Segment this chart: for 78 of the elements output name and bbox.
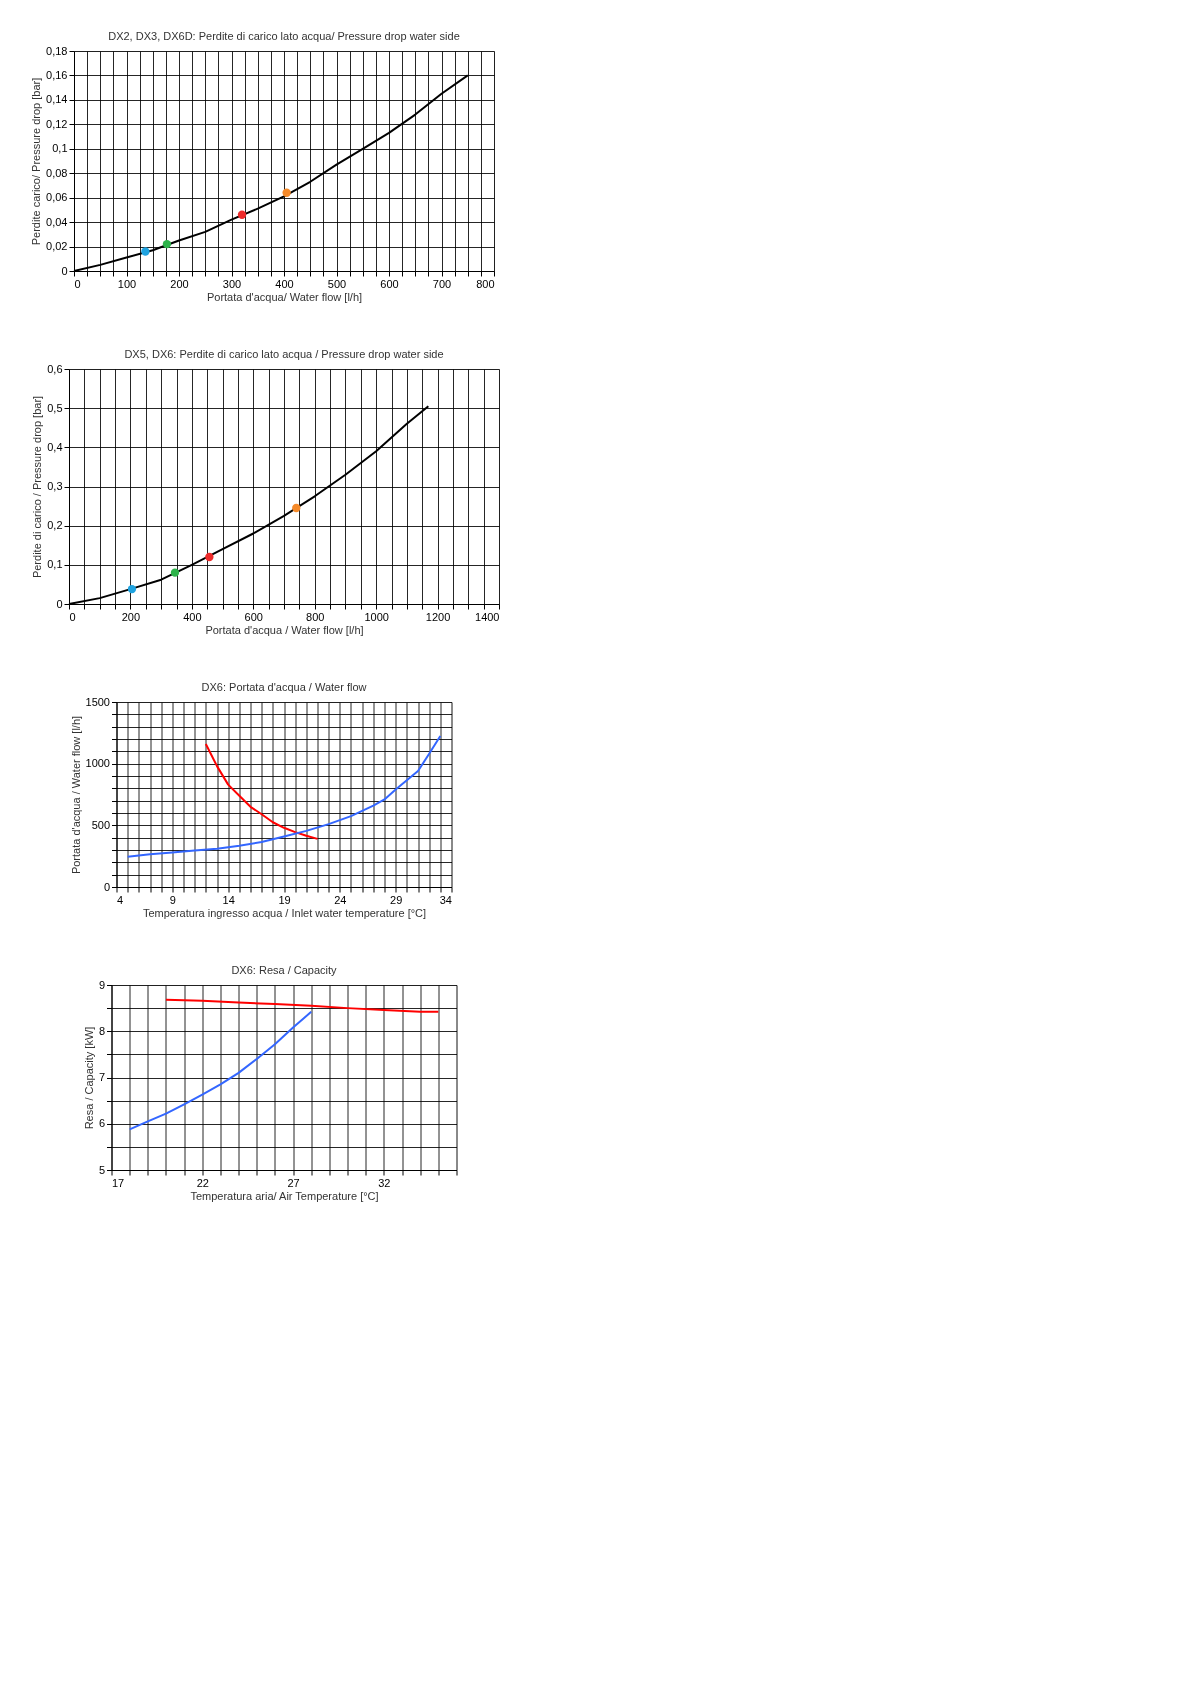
x-tick-label: 14 <box>222 893 235 906</box>
point <box>205 552 214 562</box>
x-tick-label: 200 <box>121 610 141 623</box>
x-tick-label: 1400 <box>475 610 500 623</box>
x-tick-label: 1200 <box>425 610 451 623</box>
x-axis-title: Temperatura aria/ Air Temperature [°C] <box>190 1189 379 1202</box>
y-axis-title: Resa / Capacity [kW] <box>82 1026 95 1130</box>
y-tick-label: 0,4 <box>47 440 63 453</box>
x-tick-label: 500 <box>327 277 347 290</box>
point <box>282 188 291 197</box>
y-tick-label: 0,18 <box>46 44 68 57</box>
y-tick-label: 0 <box>61 264 68 277</box>
y-tick-label: 0,3 <box>47 480 63 492</box>
point <box>170 568 180 577</box>
point <box>127 584 137 594</box>
x-tick-label: 600 <box>380 277 399 290</box>
chart-title: DX2, DX3, DX6D: Perdite di carico lato acqua/ Pressure drop water side <box>108 30 460 42</box>
y-axis-title: Perdite di carico / Pressure drop [bar] <box>31 395 44 579</box>
line-series <box>128 1010 313 1131</box>
chart-title: DX5, DX6: Perdite di carico lato acqua / Pressure drop water side <box>124 348 444 360</box>
x-tick-label: 800 <box>306 610 325 623</box>
line-series <box>204 742 319 840</box>
x-tick-label: 22 <box>196 1176 209 1189</box>
y-tick-label: 0,2 <box>47 519 63 532</box>
y-tick-label: 0 <box>56 597 63 610</box>
y-tick-label: 0,16 <box>46 68 68 81</box>
x-tick-label: 700 <box>432 277 452 290</box>
y-tick-label: 1000 <box>85 757 110 770</box>
point <box>162 239 172 249</box>
chart-title: DX6: Resa / Capacity <box>231 964 338 976</box>
y-tick-label: 8 <box>98 1024 105 1037</box>
y-tick-label: 0,06 <box>46 191 68 204</box>
y-tick-label: 0,12 <box>46 117 68 130</box>
x-tick-label: 300 <box>222 277 242 290</box>
y-tick-label: 500 <box>91 818 110 831</box>
x-tick-label: 400 <box>183 610 202 623</box>
y-tick-label: 0,02 <box>46 240 68 253</box>
y-axis-title: Perdite carico/ Pressure drop [bar] <box>30 77 43 246</box>
x-tick-label: 24 <box>334 893 347 906</box>
x-tick-label: 9 <box>169 893 176 906</box>
line-series <box>164 998 440 1013</box>
y-tick-label: 0,14 <box>46 93 68 106</box>
x-tick-label: 1000 <box>364 610 389 623</box>
y-tick-label: 6 <box>98 1117 105 1130</box>
y-tick-label: 9 <box>98 978 105 991</box>
y-tick-label: 0,04 <box>46 215 68 228</box>
x-tick-label: 34 <box>439 893 452 906</box>
y-tick-label: 1500 <box>85 695 110 708</box>
x-tick-label: 800 <box>476 277 495 290</box>
point <box>292 503 301 513</box>
x-tick-label: 600 <box>244 610 263 623</box>
y-tick-label: 0,1 <box>47 558 63 571</box>
x-tick-label: 100 <box>117 277 137 290</box>
y-tick-label: 7 <box>98 1071 105 1083</box>
x-tick-label: 29 <box>390 893 403 906</box>
y-tick-label: 5 <box>98 1163 105 1176</box>
line-series <box>126 734 442 858</box>
x-tick-label: 17 <box>112 1176 125 1189</box>
point <box>237 210 247 219</box>
x-tick-label: 32 <box>378 1176 391 1189</box>
x-tick-label: 0 <box>69 610 76 623</box>
y-tick-label: 0,6 <box>47 362 63 375</box>
y-tick-label: 0,5 <box>47 401 63 414</box>
x-tick-label: 27 <box>287 1176 300 1189</box>
x-tick-label: 0 <box>74 277 81 290</box>
x-tick-label: 400 <box>275 277 294 290</box>
x-tick-label: 4 <box>117 893 124 906</box>
chart-title: DX6: Portata d'acqua / Water flow <box>201 681 367 693</box>
y-tick-label: 0,08 <box>46 166 68 179</box>
y-axis-title: Portata d'acqua / Water flow [l/h] <box>69 715 82 875</box>
point <box>141 247 150 256</box>
x-axis-title: Portata d'acqua / Water flow [l/h] <box>205 623 364 636</box>
x-tick-label: 200 <box>170 277 189 290</box>
y-tick-label: 0,1 <box>52 142 68 155</box>
x-tick-label: 19 <box>278 893 291 906</box>
x-axis-title: Temperatura ingresso acqua / Inlet water temperature [°C] <box>142 906 427 919</box>
y-tick-label: 0 <box>103 880 110 893</box>
x-axis-title: Portata d'acqua/ Water flow [l/h] <box>206 290 363 303</box>
